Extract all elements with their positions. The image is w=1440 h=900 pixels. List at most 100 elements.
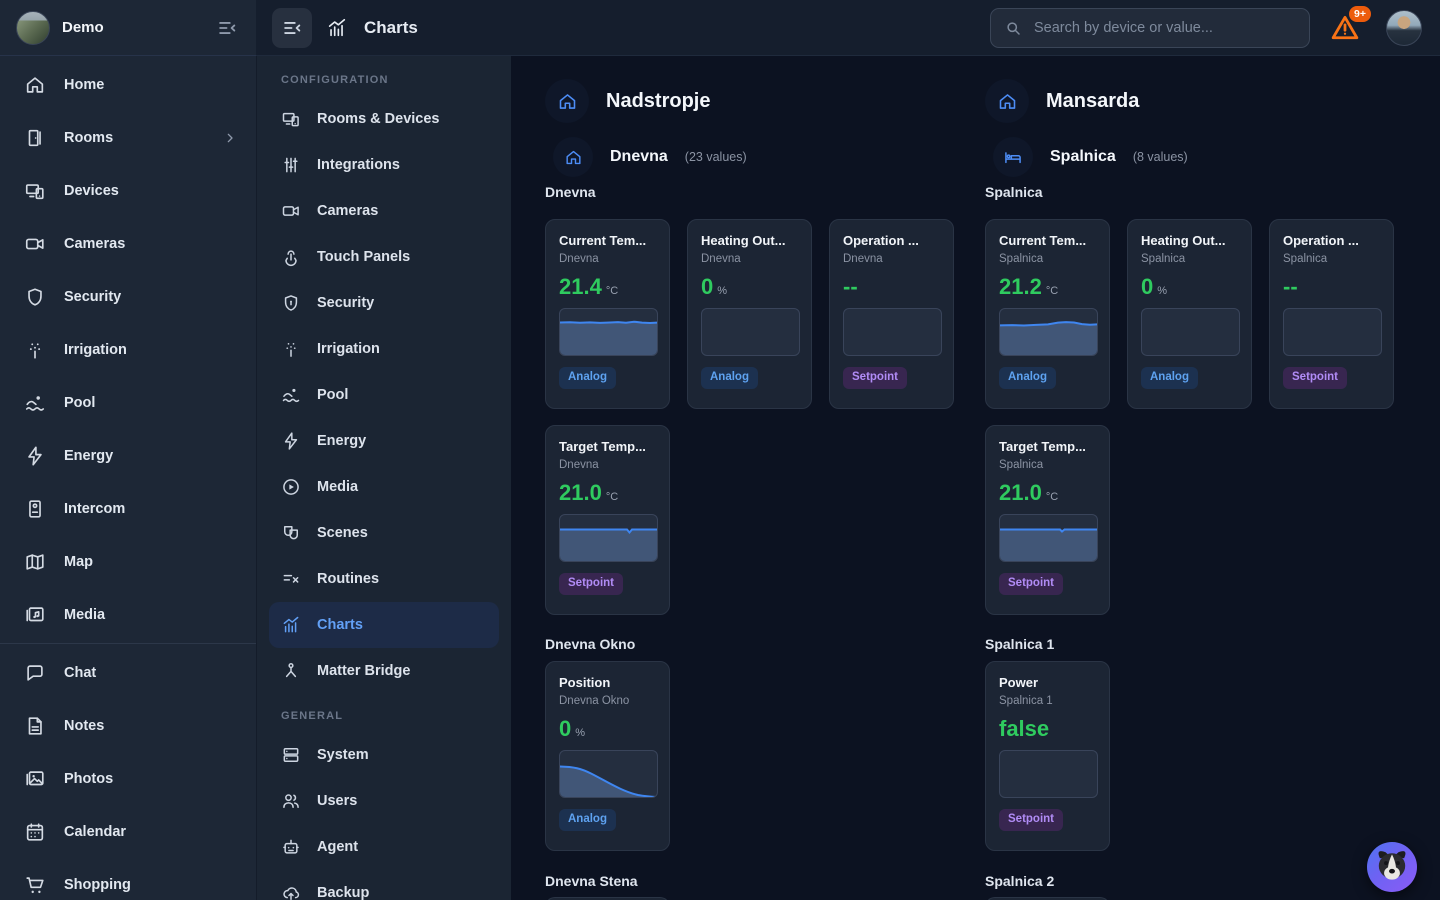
alert-count-badge: 9+ <box>1349 6 1371 23</box>
sidebar-item-home[interactable]: Home <box>0 58 256 111</box>
brand-area: Demo <box>0 0 256 56</box>
video-camera-icon <box>24 233 46 255</box>
sidebar-item-security[interactable]: Security <box>0 270 256 323</box>
intercom-icon <box>24 498 46 520</box>
value-card-target-temperature[interactable]: Target Temp... Dnevna 21.0°C Setpoint <box>545 425 670 615</box>
sidebar-item-calendar[interactable]: Calendar <box>0 805 256 858</box>
chat-bubble-icon <box>24 662 46 684</box>
sidebar-item-shopping[interactable]: Shopping <box>0 858 256 900</box>
card-subtitle: Spalnica <box>999 459 1096 471</box>
group-header[interactable]: Nadstropje <box>545 79 985 123</box>
dog-avatar-icon <box>1370 845 1414 889</box>
value-card-heating-output[interactable]: Heating Out... Spalnica 0% Analog <box>1127 219 1252 409</box>
card-subtitle: Spalnica <box>999 253 1096 265</box>
sidebar-collapse-button[interactable] <box>216 15 242 41</box>
shopping-cart-icon <box>24 874 46 896</box>
collapse-menu-icon <box>281 17 303 39</box>
value-card-operation-mode[interactable]: Operation ... Spalnica -- Setpoint <box>1269 219 1394 409</box>
value-card-current-temperature[interactable]: Current Tem... Dnevna 21.4°C Analog <box>545 219 670 409</box>
device-section-label: Spalnica 1 <box>985 636 1425 653</box>
sidebar-item-media[interactable]: Media <box>0 588 256 641</box>
sidebar-item-cameras[interactable]: Cameras <box>0 217 256 270</box>
group-header[interactable]: Mansarda <box>985 79 1425 123</box>
card-unit: % <box>717 285 727 297</box>
sidebar-item-label: Energy <box>64 448 113 464</box>
card-type-badge: Analog <box>999 367 1056 389</box>
card-title: Heating Out... <box>1141 233 1238 248</box>
value-card-operation-mode[interactable]: Operation ... Dnevna -- Setpoint <box>829 219 954 409</box>
sidebar-item-energy[interactable]: Energy <box>0 429 256 482</box>
card-title: Position <box>559 675 656 690</box>
config-item-matter-bridge[interactable]: Matter Bridge <box>269 648 499 694</box>
general-item-label: System <box>317 747 369 763</box>
assistant-button[interactable] <box>1367 842 1417 892</box>
panel-collapse-button[interactable] <box>272 8 312 48</box>
card-unit: °C <box>606 285 618 297</box>
card-subtitle: Dnevna <box>843 253 940 265</box>
config-item-rooms-devices[interactable]: Rooms & Devices <box>269 96 499 142</box>
page-title: Charts <box>364 18 418 38</box>
config-item-integrations[interactable]: Integrations <box>269 142 499 188</box>
room-value-count: (8 values) <box>1133 150 1188 164</box>
sidebar-item-devices[interactable]: Devices <box>0 164 256 217</box>
home-icon <box>553 137 593 177</box>
card-subtitle: Dnevna <box>701 253 798 265</box>
config-item-pool[interactable]: Pool <box>269 372 499 418</box>
media-frame-icon <box>24 604 46 626</box>
card-title: Operation ... <box>1283 233 1380 248</box>
alerts-button[interactable]: 9+ <box>1330 12 1362 44</box>
sidebar-item-pool[interactable]: Pool <box>0 376 256 429</box>
sidebar-item-label: Pool <box>64 395 95 411</box>
value-card-current-temperature[interactable]: Current Tem... Spalnica 21.2°C Analog <box>985 219 1110 409</box>
sidebar-item-irrigation[interactable]: Irrigation <box>0 323 256 376</box>
config-item-label: Matter Bridge <box>317 663 410 679</box>
swimmer-icon <box>281 385 301 405</box>
brand-logo <box>16 11 50 45</box>
room-header[interactable]: Spalnica (8 values) <box>993 137 1425 177</box>
sidebar-item-chat[interactable]: Chat <box>0 646 256 699</box>
card-subtitle: Spalnica <box>1283 253 1380 265</box>
config-item-irrigation[interactable]: Irrigation <box>269 326 499 372</box>
config-item-media[interactable]: Media <box>269 464 499 510</box>
general-item-users[interactable]: Users <box>269 778 499 824</box>
sidebar-item-intercom[interactable]: Intercom <box>0 482 256 535</box>
sparkline-chart <box>999 514 1098 562</box>
document-icon <box>24 715 46 737</box>
card-title: Heating Out... <box>701 233 798 248</box>
config-item-scenes[interactable]: Scenes <box>269 510 499 556</box>
config-item-label: Charts <box>317 617 363 633</box>
card-unit: °C <box>606 491 618 503</box>
search-box[interactable] <box>990 8 1310 48</box>
user-avatar[interactable] <box>1386 10 1422 46</box>
play-circle-icon <box>281 477 301 497</box>
card-unit: °C <box>1046 285 1058 297</box>
general-item-backup[interactable]: Backup <box>269 870 499 900</box>
config-item-security[interactable]: Security <box>269 280 499 326</box>
theater-masks-icon <box>281 523 301 543</box>
value-card-heating-output[interactable]: Heating Out... Dnevna 0% Analog <box>687 219 812 409</box>
value-card-power[interactable]: Power Spalnica 1 false Setpoint <box>985 661 1110 851</box>
card-value: 21.4 <box>559 274 602 300</box>
bed-icon <box>993 137 1033 177</box>
sidebar-item-label: Calendar <box>64 824 126 840</box>
general-item-system[interactable]: System <box>269 732 499 778</box>
room-header[interactable]: Dnevna (23 values) <box>553 137 985 177</box>
config-item-routines[interactable]: Routines <box>269 556 499 602</box>
sparkline-chart <box>559 750 658 798</box>
card-value: -- <box>1283 274 1298 300</box>
value-card-position[interactable]: Position Dnevna Okno 0% Analog <box>545 661 670 851</box>
value-card-target-temperature[interactable]: Target Temp... Spalnica 21.0°C Setpoint <box>985 425 1110 615</box>
lightning-bolt-icon <box>281 431 301 451</box>
sidebar-item-rooms[interactable]: Rooms <box>0 111 256 164</box>
config-item-touch-panels[interactable]: Touch Panels <box>269 234 499 280</box>
sidebar-item-photos[interactable]: Photos <box>0 752 256 805</box>
config-item-cameras[interactable]: Cameras <box>269 188 499 234</box>
general-item-agent[interactable]: Agent <box>269 824 499 870</box>
config-item-energy[interactable]: Energy <box>269 418 499 464</box>
sidebar-item-map[interactable]: Map <box>0 535 256 588</box>
search-input[interactable] <box>1032 19 1296 37</box>
sidebar-item-notes[interactable]: Notes <box>0 699 256 752</box>
config-item-label: Cameras <box>317 203 378 219</box>
card-type-badge: Setpoint <box>999 809 1063 831</box>
config-item-charts-active[interactable]: Charts <box>269 602 499 648</box>
